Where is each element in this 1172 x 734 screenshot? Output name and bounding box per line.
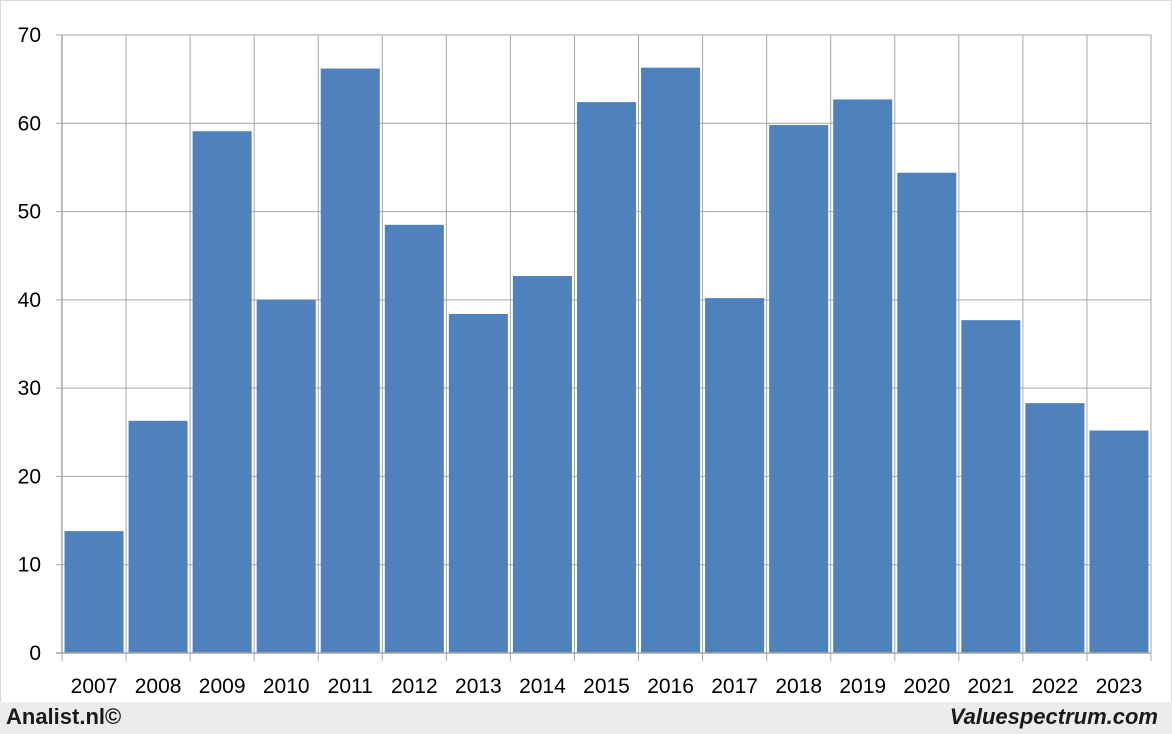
- x-tick-labels: 2007 2008 2009 2010 2011 2012 2013 2014 2015 2016…: [71, 675, 1143, 698]
- x-tick-label: 2012: [391, 675, 438, 698]
- bar-2023: [1089, 430, 1149, 653]
- bar-2013: [448, 313, 508, 653]
- x-tick-label: 2020: [903, 675, 950, 698]
- y-tick-label: 50: [18, 201, 41, 224]
- axes: [56, 34, 1152, 661]
- x-tick-label: 2013: [455, 675, 502, 698]
- bar-2016: [641, 67, 701, 653]
- x-tick-label: 2017: [711, 675, 758, 698]
- x-tick-label: 2018: [775, 675, 822, 698]
- bars: [64, 67, 1149, 654]
- footer-bar: Analist.nl© Valuespectrum.com: [0, 702, 1172, 734]
- bar-2022: [1025, 403, 1085, 653]
- x-tick-label: 2016: [647, 675, 694, 698]
- x-tick-label: 2014: [519, 675, 566, 698]
- site-credit: Valuespectrum.com: [949, 704, 1158, 729]
- y-tick-label: 60: [18, 112, 41, 135]
- bar-2019: [833, 99, 893, 654]
- bar-2020: [897, 172, 957, 653]
- x-tick-label: 2023: [1096, 675, 1143, 698]
- bar-2018: [769, 125, 829, 653]
- x-tick-label: 2010: [263, 675, 310, 698]
- y-tick-labels: 0 10 20 30 40 50 60 70: [18, 24, 41, 665]
- bar-2009: [192, 131, 252, 653]
- y-tick-label: 0: [29, 642, 41, 665]
- y-tick-label: 10: [18, 554, 41, 577]
- x-tick-label: 2011: [328, 675, 373, 698]
- x-tick-label: 2009: [199, 675, 246, 698]
- bar-2010: [256, 299, 316, 653]
- bar-2017: [705, 298, 765, 653]
- bar-2008: [128, 420, 188, 653]
- bar-2021: [961, 320, 1021, 653]
- x-tick-label: 2022: [1032, 675, 1079, 698]
- x-tick-label: 2021: [967, 675, 1014, 698]
- bar-2012: [384, 224, 444, 654]
- x-tick-label: 2007: [71, 675, 118, 698]
- x-tick-label: 2008: [135, 675, 182, 698]
- x-tick-label: 2015: [583, 675, 630, 698]
- bar-chart: 0 10 20 30 40 50 60 70 2007 2008 2009 2010 2011 2012…: [18, 24, 1152, 698]
- y-tick-label: 20: [18, 465, 41, 488]
- bar-2007: [64, 531, 124, 653]
- y-tick-label: 30: [18, 377, 41, 400]
- bar-2014: [512, 276, 572, 653]
- source-credit: Analist.nl©: [6, 704, 122, 729]
- grid-lines: [62, 34, 1152, 653]
- y-tick-label: 40: [18, 289, 41, 312]
- y-tick-label: 70: [18, 24, 41, 47]
- x-tick-label: 2019: [839, 675, 886, 698]
- bar-2015: [576, 102, 637, 653]
- bar-2011: [320, 68, 380, 653]
